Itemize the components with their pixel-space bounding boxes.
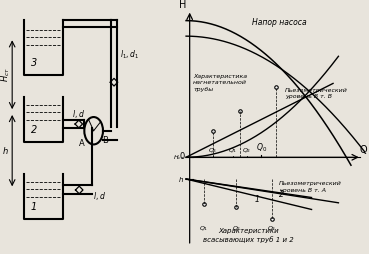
Text: Q: Q (360, 145, 367, 155)
Text: $l,d$: $l,d$ (72, 108, 85, 120)
Text: 2: 2 (279, 190, 284, 199)
Text: B: B (103, 136, 108, 145)
Text: Пьезометрический
уровень В т. А: Пьезометрический уровень В т. А (279, 181, 342, 193)
Text: A: A (79, 139, 85, 148)
Text: $H_{ст}$: $H_{ст}$ (173, 153, 184, 162)
Text: $H_{ст}$: $H_{ст}$ (0, 67, 12, 82)
Text: Характеристики
всасывающих труб 1 и 2: Характеристики всасывающих труб 1 и 2 (203, 228, 294, 243)
Text: $Q_3$: $Q_3$ (268, 225, 277, 233)
Text: $h$: $h$ (178, 174, 184, 184)
Text: Пьезометрический
уровень В т. В: Пьезометрический уровень В т. В (284, 88, 348, 99)
Text: $Q_2$: $Q_2$ (232, 225, 241, 233)
Text: $l_1,d_1$: $l_1,d_1$ (120, 48, 139, 61)
Text: 1: 1 (31, 202, 37, 212)
Text: 1: 1 (254, 195, 259, 204)
Text: $h$: $h$ (2, 145, 9, 156)
Text: $Q_1$: $Q_1$ (199, 225, 208, 233)
Text: $Q_1$: $Q_1$ (228, 146, 237, 155)
Text: $Q_2$: $Q_2$ (242, 146, 252, 155)
Text: H: H (179, 0, 186, 10)
Text: Напор насоса: Напор насоса (252, 18, 307, 27)
Text: $Q_3$: $Q_3$ (208, 146, 218, 155)
Text: 2: 2 (31, 125, 37, 135)
Text: 0: 0 (179, 152, 184, 161)
Text: Характеристика
нагнетательной
трубы: Характеристика нагнетательной трубы (193, 74, 247, 92)
Text: $Q_0$: $Q_0$ (256, 142, 267, 154)
Text: 3: 3 (31, 58, 37, 68)
Text: $l,d$: $l,d$ (93, 190, 106, 202)
